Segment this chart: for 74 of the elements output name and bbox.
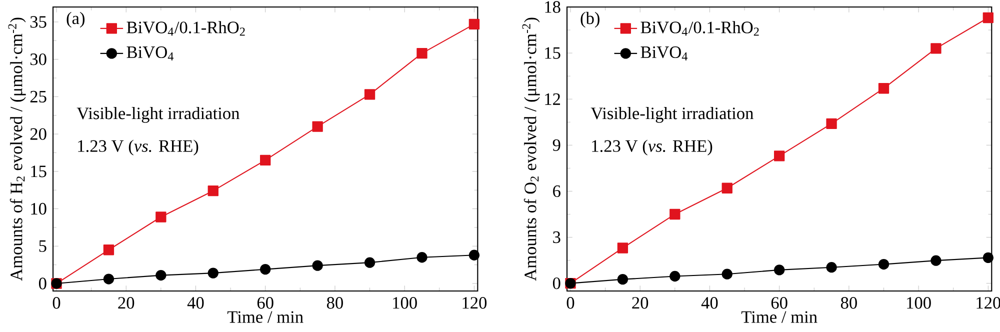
legend-label: BiVO$_{4}$/0.1-RhO$_{2}$ bbox=[126, 21, 245, 36]
x-axis-title: Time / min bbox=[227, 311, 304, 323]
point bbox=[416, 252, 428, 263]
legend-label: BiVO$_{4}$ bbox=[126, 46, 174, 60]
legend-label: BiVO$_{4}$ bbox=[640, 46, 688, 60]
point bbox=[364, 89, 376, 100]
point bbox=[722, 268, 732, 280]
x-tick-label: 100 bbox=[393, 297, 417, 309]
point bbox=[208, 268, 218, 278]
y-tick-label: 5 bbox=[39, 240, 46, 252]
point bbox=[312, 260, 323, 271]
y-tick-label: 25 bbox=[30, 90, 46, 102]
annotation: (a) bbox=[66, 12, 85, 28]
point bbox=[156, 270, 166, 281]
y-tick-label: 12 bbox=[545, 93, 560, 105]
x-tick-label: 20 bbox=[118, 297, 134, 309]
point bbox=[208, 186, 218, 196]
x-tick-label: 80 bbox=[840, 297, 857, 309]
x-tick-label: 120 bbox=[462, 297, 487, 309]
y-tick-label: 20 bbox=[30, 128, 46, 140]
point bbox=[617, 242, 628, 254]
x-tick-label: 40 bbox=[701, 297, 718, 309]
point bbox=[416, 48, 428, 59]
point bbox=[982, 252, 994, 264]
point bbox=[260, 264, 271, 275]
point bbox=[468, 250, 480, 260]
point bbox=[312, 121, 323, 132]
annotation: 1.23 V (vs. RHE) bbox=[592, 140, 712, 156]
point bbox=[826, 262, 837, 273]
y-tick-label: 0 bbox=[38, 278, 46, 290]
point bbox=[722, 182, 732, 194]
y-tick-label: 15 bbox=[31, 166, 46, 178]
point bbox=[982, 12, 994, 24]
y-tick-label: 18 bbox=[545, 1, 560, 13]
annotation: Visible-light irradiation bbox=[76, 107, 240, 123]
point bbox=[617, 274, 628, 285]
y-axis-title: Amounts of O$_{2}$ evolved / (μmol·cm$^{-2}$) bbox=[522, 18, 540, 281]
y-tick-label: 0 bbox=[552, 277, 560, 290]
x-tick-label: 100 bbox=[907, 297, 931, 309]
point bbox=[670, 270, 680, 282]
annotation: (b) bbox=[580, 12, 600, 28]
point bbox=[930, 43, 942, 54]
y-tick-label: 30 bbox=[30, 53, 46, 66]
point bbox=[364, 257, 376, 268]
point bbox=[930, 255, 942, 266]
annotation: 1.23 V (vs. RHE) bbox=[78, 140, 198, 156]
x-tick-label: 0 bbox=[52, 297, 60, 309]
y-tick-label: 10 bbox=[31, 202, 46, 215]
y-axis-title: Amounts of H$_{2}$ evolved / (μmol·cm$^{-2}$) bbox=[8, 18, 26, 281]
x-tick-label: 80 bbox=[326, 297, 343, 309]
annotation: Visible-light irradiation bbox=[590, 107, 754, 123]
point bbox=[774, 150, 785, 162]
y-tick-label: 15 bbox=[545, 47, 560, 59]
x-tick-label: 40 bbox=[187, 297, 204, 309]
point bbox=[878, 83, 890, 94]
x-tick-label: 60 bbox=[771, 297, 788, 309]
point bbox=[260, 154, 271, 166]
y-tick-label: 6 bbox=[553, 185, 560, 198]
x-axis-title: Time / min bbox=[741, 311, 818, 323]
y-tick-label: 9 bbox=[552, 139, 560, 151]
y-tick-label: 35 bbox=[30, 16, 46, 28]
point bbox=[670, 208, 680, 220]
y-tick-label: 3 bbox=[553, 231, 560, 244]
x-tick-label: 60 bbox=[257, 297, 274, 309]
point bbox=[774, 264, 785, 276]
point bbox=[468, 18, 480, 30]
x-tick-label: 0 bbox=[566, 297, 574, 309]
point bbox=[103, 274, 114, 284]
point bbox=[156, 212, 166, 222]
legend-label: BiVO$_{4}$/0.1-RhO$_{2}$ bbox=[640, 21, 759, 36]
x-tick-label: 20 bbox=[632, 297, 648, 309]
point bbox=[826, 118, 837, 129]
point bbox=[103, 244, 114, 256]
point bbox=[878, 258, 890, 270]
